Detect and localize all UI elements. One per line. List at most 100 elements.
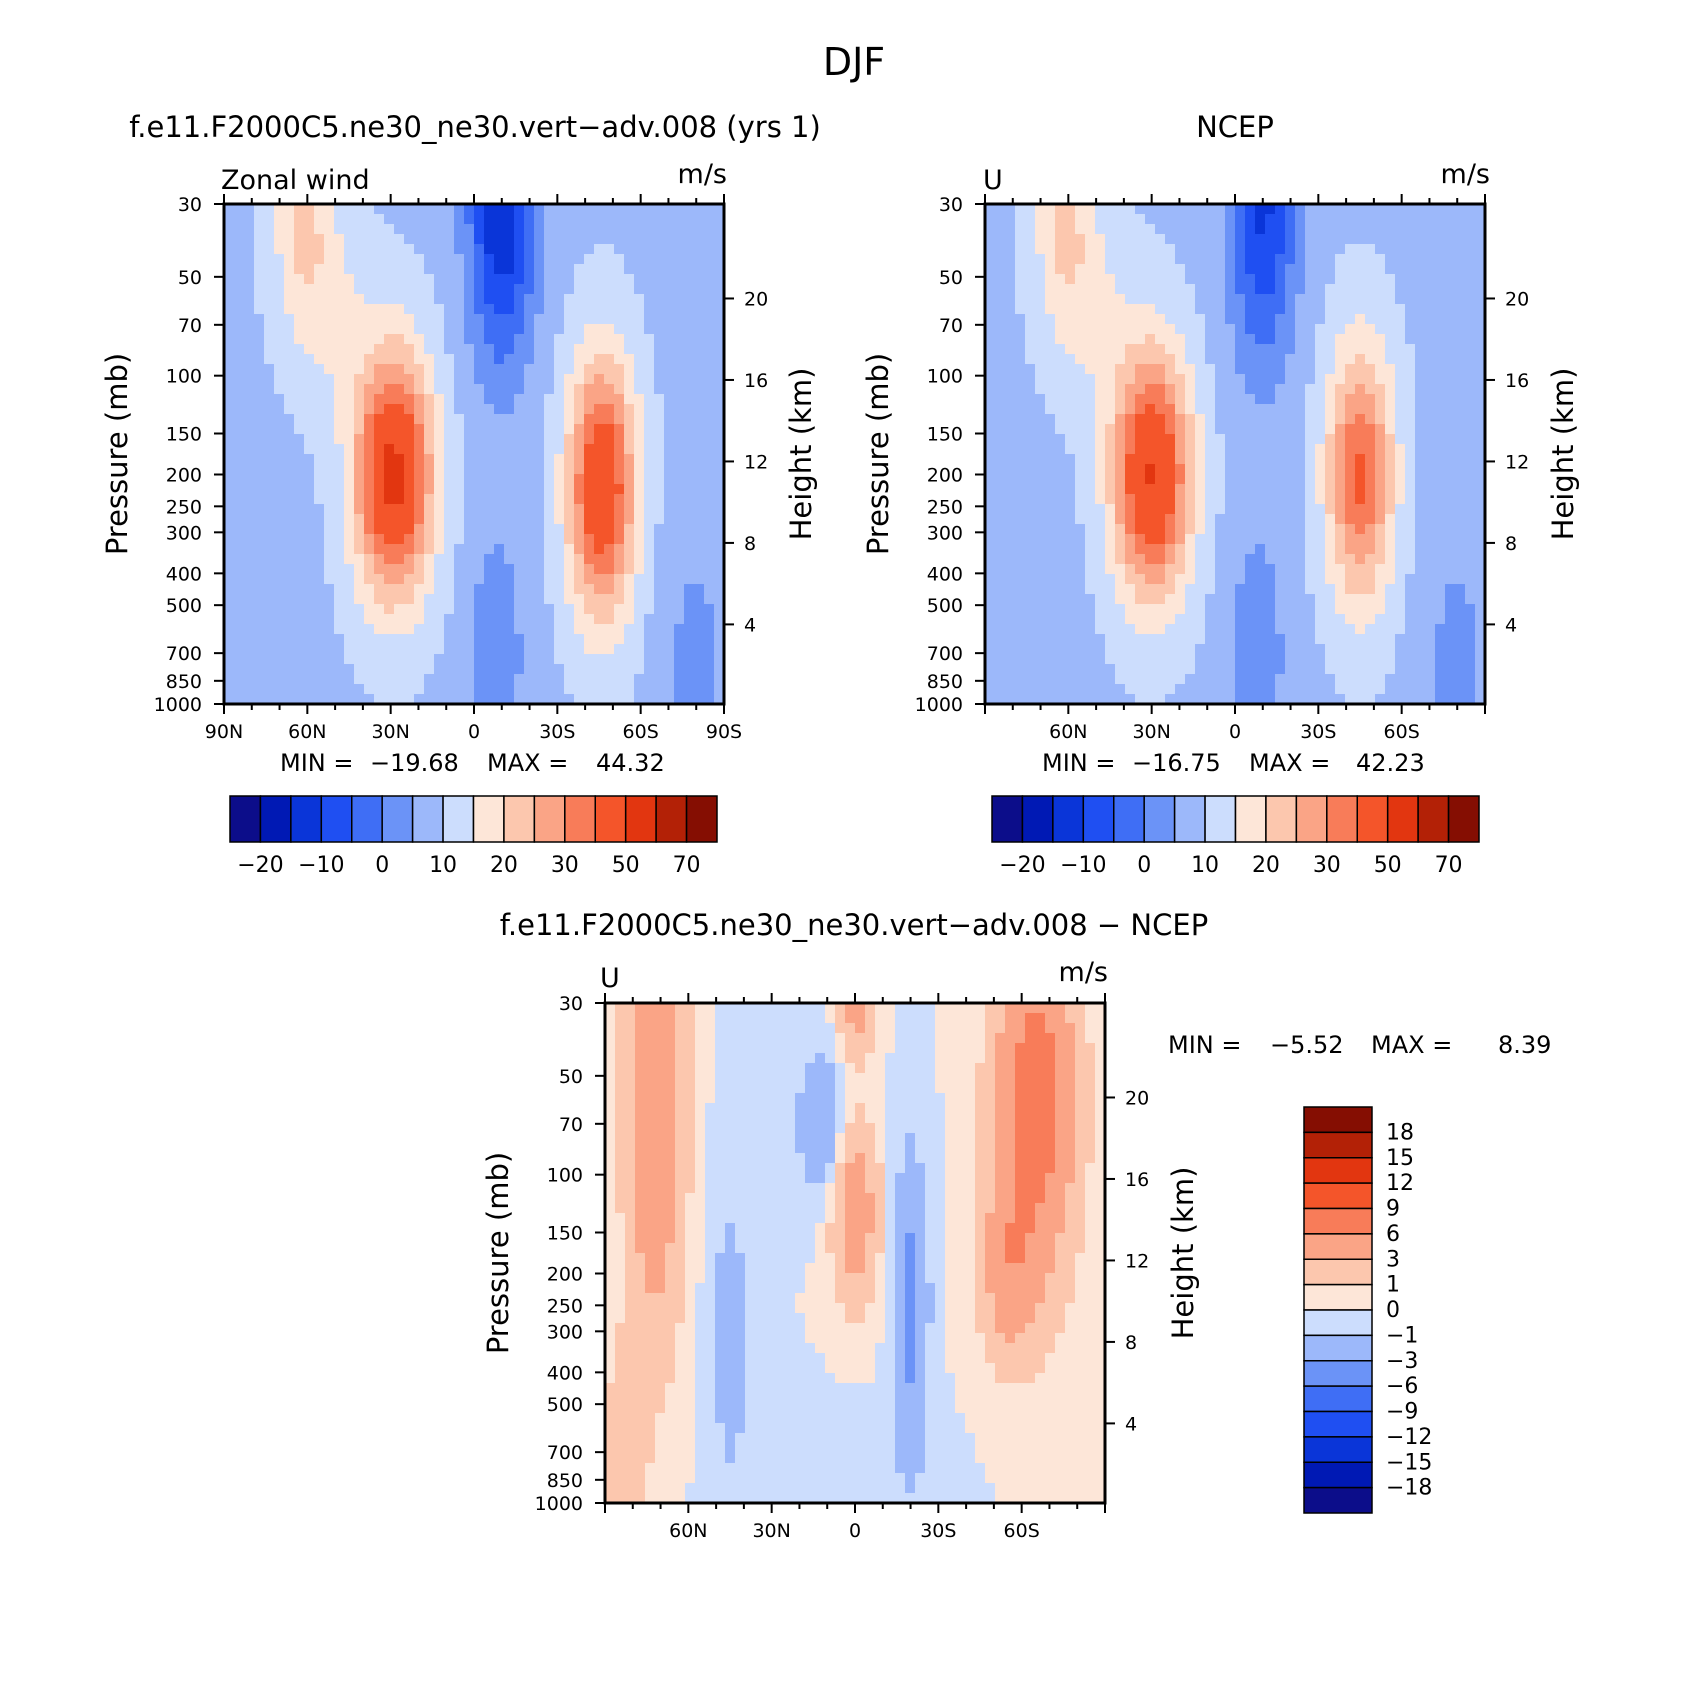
model-contour-cell bbox=[494, 544, 505, 555]
obs-contour-cell bbox=[985, 444, 996, 455]
model-contour-cell bbox=[284, 574, 295, 585]
model-contour-cell bbox=[454, 304, 465, 315]
obs-contour-cell bbox=[1265, 294, 1276, 305]
model-contour-cell bbox=[674, 444, 685, 455]
obs-contour-cell bbox=[1185, 544, 1196, 555]
model-contour-cell bbox=[354, 264, 365, 275]
model-contour-cell bbox=[694, 264, 705, 275]
model-contour-cell bbox=[224, 314, 235, 325]
obs-contour-cell bbox=[1395, 244, 1406, 255]
model-contour-cell bbox=[464, 634, 475, 645]
model-contour-cell bbox=[434, 554, 445, 565]
model-contour-cell bbox=[344, 384, 355, 395]
model-contour-cell bbox=[714, 694, 724, 704]
obs-contour-cell bbox=[1155, 624, 1166, 635]
model-contour-cell bbox=[694, 314, 705, 325]
obs-contour-cell bbox=[1085, 614, 1096, 625]
obs-contour-cell bbox=[1075, 234, 1086, 245]
model-contour-cell bbox=[654, 574, 665, 585]
model-contour-cell bbox=[294, 694, 305, 704]
obs-contour-cell bbox=[1025, 474, 1036, 485]
model-contour-cell bbox=[714, 314, 724, 325]
model-contour-cell bbox=[454, 494, 465, 505]
obs-contour-cell bbox=[1195, 474, 1206, 485]
model-contour-cell bbox=[364, 334, 375, 345]
model-contour-cell bbox=[474, 264, 485, 275]
model-contour-cell bbox=[464, 554, 475, 565]
model-contour-cell bbox=[564, 204, 575, 215]
obs-contour-cell bbox=[1105, 434, 1116, 445]
model-contour-cell bbox=[344, 324, 355, 335]
obs-contour-cell bbox=[1435, 664, 1446, 675]
model-contour-cell bbox=[554, 484, 565, 495]
obs-contour-cell bbox=[1135, 344, 1146, 355]
model-contour-cell bbox=[324, 624, 335, 635]
obs-contour-cell bbox=[1265, 224, 1276, 235]
obs-contour-cell bbox=[1295, 564, 1306, 575]
obs-contour-cell bbox=[1425, 284, 1436, 295]
obs-contour-cell bbox=[1335, 224, 1346, 235]
model-contour-cell bbox=[244, 334, 255, 345]
model-contour-cell bbox=[294, 554, 305, 565]
obs-contour-cell bbox=[1215, 534, 1226, 545]
obs-contour-cell bbox=[1215, 264, 1226, 275]
model-contour-cell bbox=[684, 434, 695, 445]
obs-contour-cell bbox=[1025, 404, 1036, 415]
model-contour-cell bbox=[664, 354, 675, 365]
obs-contour-cell bbox=[1085, 264, 1096, 275]
model-contour-cell bbox=[594, 224, 605, 235]
model-contour-cell bbox=[484, 644, 495, 655]
model-contour-cell bbox=[364, 424, 375, 435]
obs-contour-cell bbox=[1245, 234, 1256, 245]
model-contour-cell bbox=[234, 654, 245, 665]
model-contour-cell bbox=[604, 294, 615, 305]
obs-contour-cell bbox=[1455, 454, 1466, 465]
model-contour-cell bbox=[704, 504, 715, 515]
model-contour-cell bbox=[494, 334, 505, 345]
obs-contour-cell bbox=[1245, 664, 1256, 675]
obs-contour-cell bbox=[1305, 484, 1316, 495]
model-contour-cell bbox=[244, 534, 255, 545]
obs-contour-cell bbox=[1405, 524, 1416, 535]
model-contour-cell bbox=[384, 334, 395, 345]
model-contour-cell bbox=[404, 684, 415, 695]
model-contour-cell bbox=[664, 524, 675, 535]
model-contour-cell bbox=[344, 244, 355, 255]
model-contour-cell bbox=[334, 684, 345, 695]
model-contour-cell bbox=[534, 244, 545, 255]
obs-contour-cell bbox=[1375, 524, 1386, 535]
obs-contour-cell bbox=[1345, 274, 1356, 285]
model-contour-cell bbox=[244, 574, 255, 585]
obs-contour-cell bbox=[1435, 424, 1446, 435]
model-contour-cell bbox=[654, 454, 665, 465]
obs-contour-cell bbox=[1475, 274, 1485, 285]
model-contour-cell bbox=[514, 634, 525, 645]
model-max-label: MAX = bbox=[487, 749, 568, 777]
obs-contour-cell bbox=[1225, 374, 1236, 385]
model-contour-cell bbox=[454, 214, 465, 225]
obs-contour-cell bbox=[1405, 244, 1416, 255]
model-contour-cell bbox=[444, 284, 455, 295]
model-contour-cell bbox=[274, 594, 285, 605]
obs-contour-cell bbox=[1105, 314, 1116, 325]
obs-contour-cell bbox=[1345, 214, 1356, 225]
model-contour-cell bbox=[574, 574, 585, 585]
model-contour-cell bbox=[314, 424, 325, 435]
obs-contour-cell bbox=[1095, 254, 1106, 265]
model-contour-cell bbox=[384, 294, 395, 305]
model-contour-cell bbox=[314, 214, 325, 225]
model-contour-cell bbox=[294, 514, 305, 525]
model-contour-cell bbox=[504, 544, 515, 555]
model-contour-cell bbox=[464, 654, 475, 665]
obs-contour-cell bbox=[1315, 214, 1326, 225]
obs-contour-cell bbox=[1035, 474, 1046, 485]
model-contour-cell bbox=[594, 564, 605, 575]
obs-contour-cell bbox=[1315, 254, 1326, 265]
obs-contour-cell bbox=[1165, 404, 1176, 415]
model-contour-cell bbox=[324, 524, 335, 535]
obs-contour-cell bbox=[1195, 394, 1206, 405]
obs-contour-cell bbox=[1055, 394, 1066, 405]
model-contour-cell bbox=[284, 334, 295, 345]
model-contour-cell bbox=[264, 294, 275, 305]
model-contour-cell bbox=[604, 544, 615, 555]
